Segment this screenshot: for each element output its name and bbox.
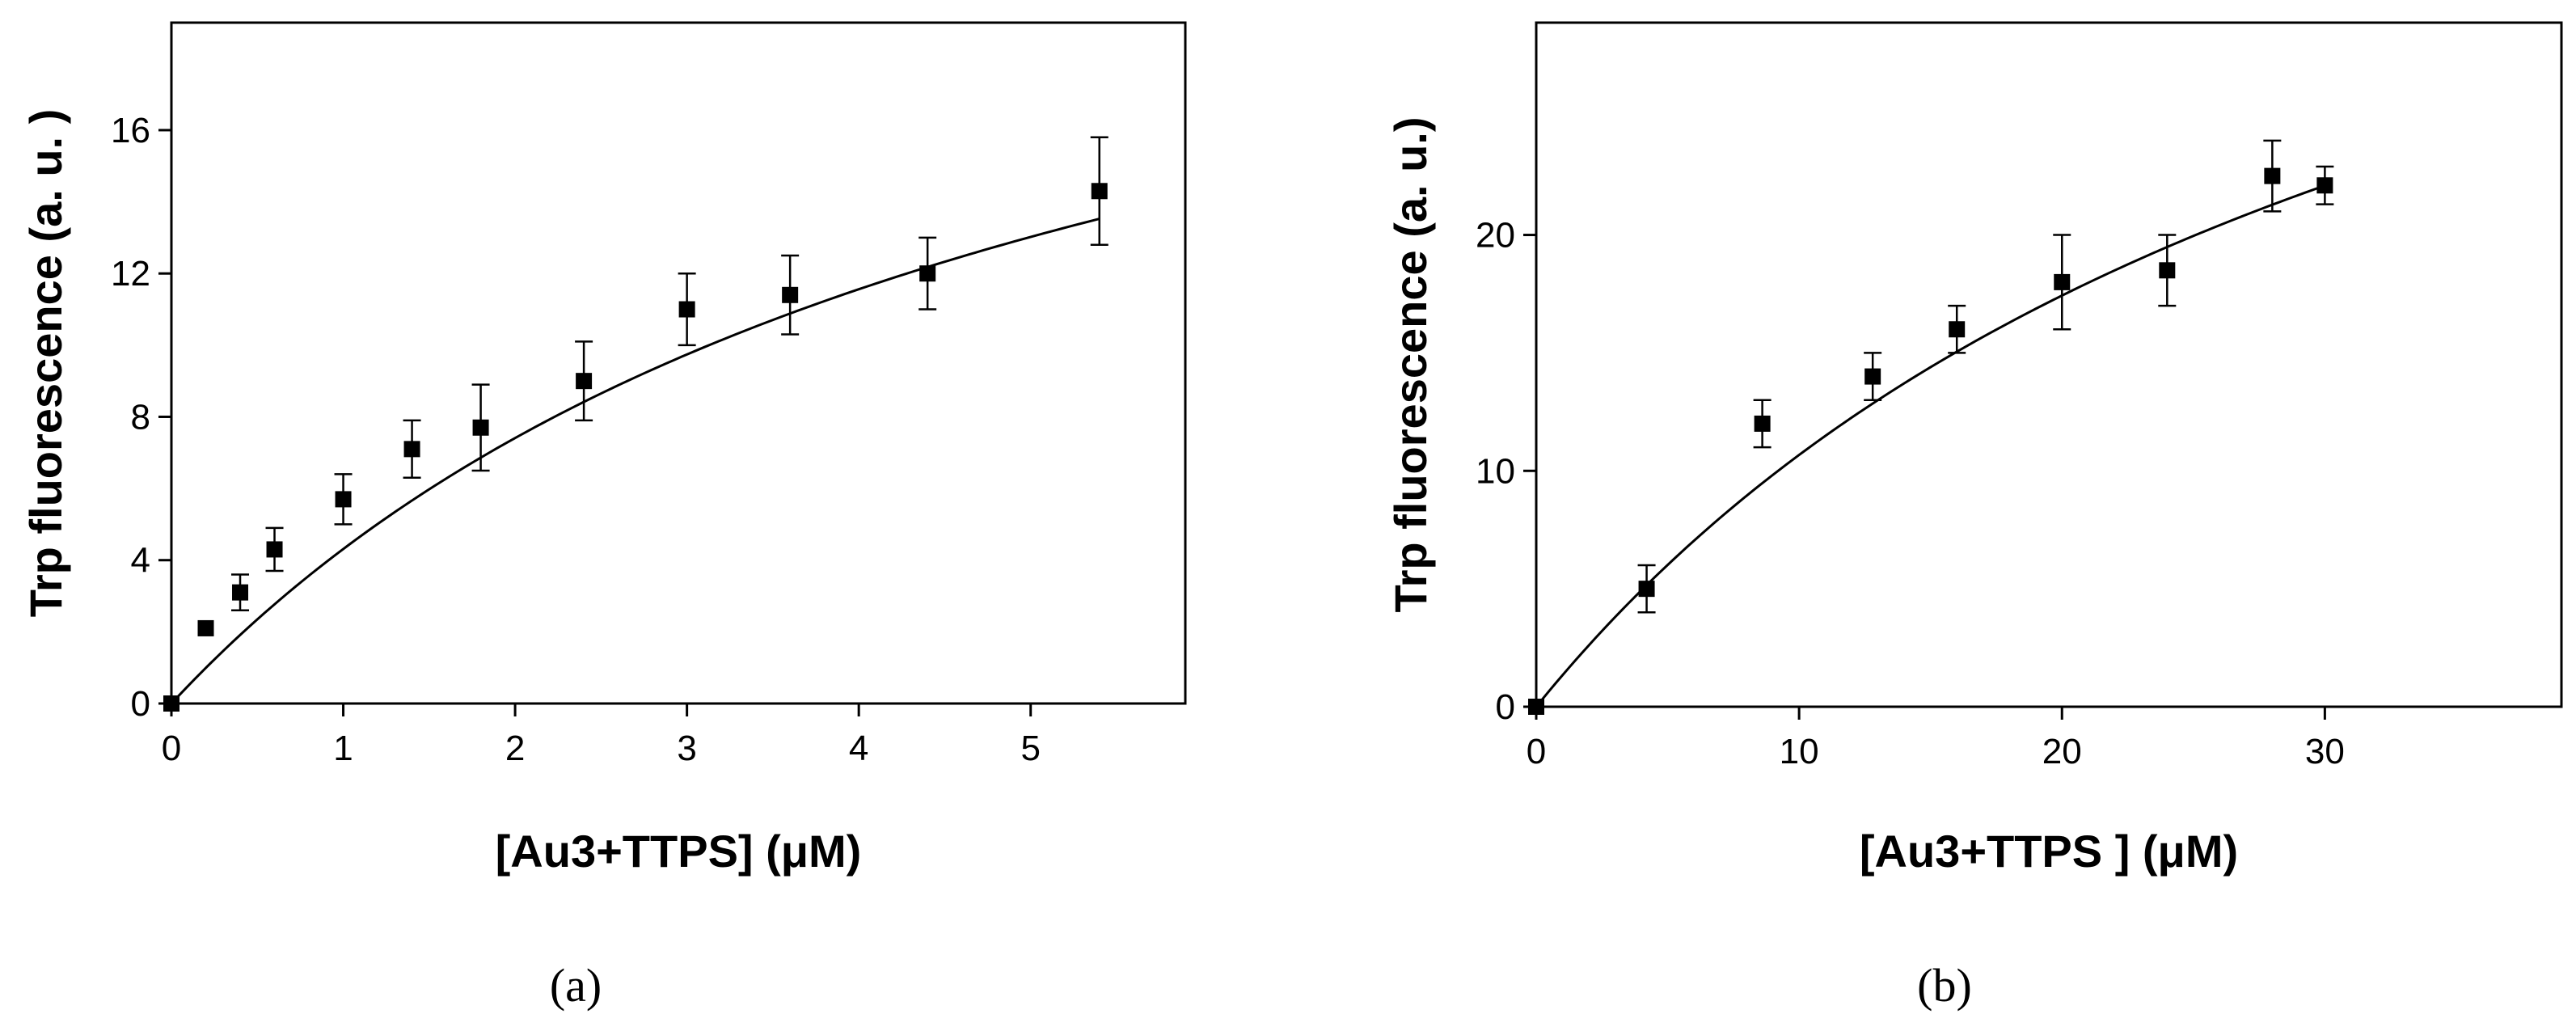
- y-tick-label: 0: [1496, 687, 1515, 727]
- x-tick-label: 2: [505, 729, 525, 768]
- y-axis-label: Trp fluorescence (a. u.): [1385, 116, 1436, 612]
- panel-label: (a): [550, 959, 602, 1012]
- data-point: [163, 695, 179, 712]
- data-point: [678, 301, 695, 318]
- y-tick-label: 0: [131, 684, 150, 724]
- chart-panel-b: 0 10 20 30 0 10 20 [Au3+TTPS ] (μM) Trp fluoresc…: [1385, 21, 2563, 1012]
- data-point: [919, 265, 936, 282]
- x-axis-label: [Au3+TTPS ] (μM): [1860, 826, 2238, 877]
- data-point: [1638, 581, 1655, 598]
- data-point: [335, 491, 352, 508]
- panel-label: (b): [1917, 959, 1972, 1012]
- y-tick-label: 12: [111, 254, 150, 294]
- x-tick-label: 0: [1527, 732, 1546, 771]
- data-point: [2159, 262, 2176, 279]
- x-axis-label: [Au3+TTPS] (μM): [496, 826, 862, 877]
- x-tick-label: 10: [1780, 732, 1819, 771]
- data-point: [403, 441, 420, 458]
- y-axis-label: Trp fluorescence (a. u. ): [20, 109, 71, 618]
- y-tick-label: 4: [131, 541, 150, 581]
- x-tick-label: 5: [1020, 729, 1040, 768]
- data-point: [1091, 183, 1108, 200]
- y-tick-label: 16: [111, 111, 150, 150]
- data-point: [197, 619, 214, 636]
- data-point: [266, 541, 283, 558]
- data-point: [1949, 321, 1966, 338]
- fit-curve: [170, 218, 1100, 705]
- x-tick-label: 0: [162, 729, 181, 768]
- data-point: [1754, 415, 1771, 432]
- data-point: [1528, 699, 1544, 715]
- x-tick-label: 3: [677, 729, 696, 768]
- y-tick-label: 20: [1476, 216, 1515, 256]
- x-tick-label: 1: [333, 729, 353, 768]
- y-tick-label: 10: [1476, 451, 1515, 491]
- data-point: [2316, 177, 2333, 194]
- x-tick-label: 4: [849, 729, 868, 768]
- data-point: [232, 584, 249, 601]
- x-tick-label: 20: [2042, 732, 2082, 771]
- data-point: [1864, 368, 1881, 385]
- data-point: [472, 419, 489, 436]
- data-point: [2054, 273, 2071, 290]
- plot-frame: [1535, 21, 2563, 708]
- data-point: [782, 286, 799, 303]
- y-tick-label: 8: [131, 397, 150, 437]
- data-point: [576, 373, 593, 390]
- x-tick-label: 30: [2305, 732, 2345, 771]
- plot-frame: [170, 21, 1187, 705]
- data-point: [2264, 167, 2281, 184]
- fit-curve: [1535, 184, 2325, 708]
